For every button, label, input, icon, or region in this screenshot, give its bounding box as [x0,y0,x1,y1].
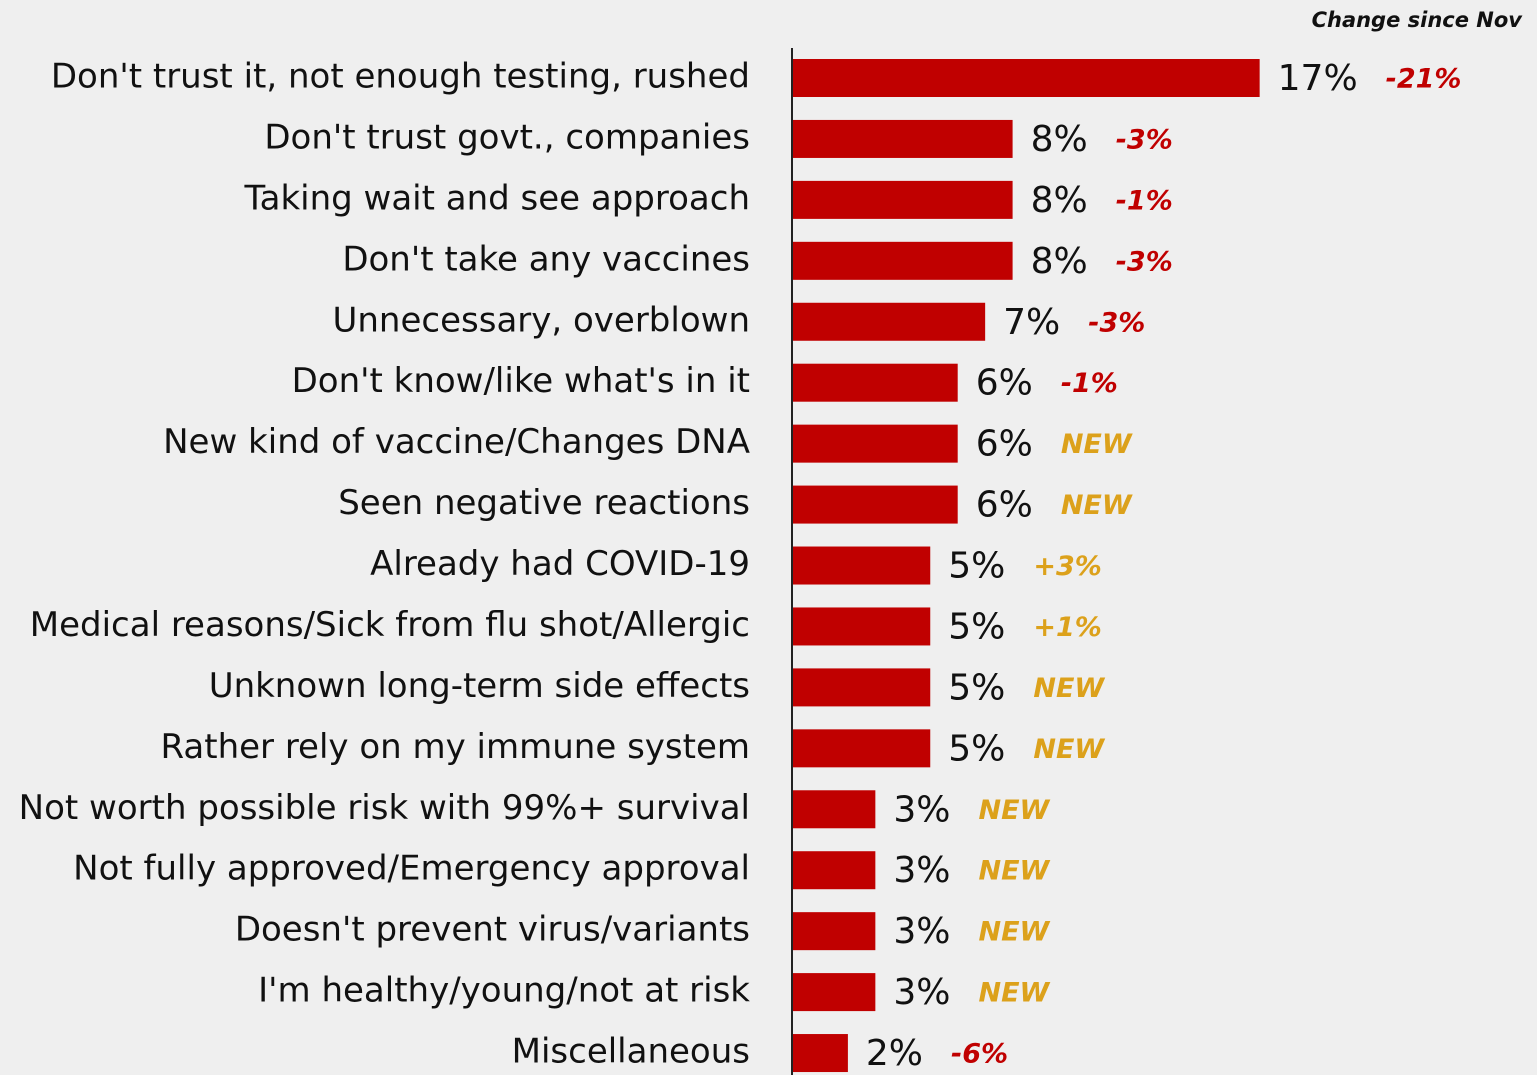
category-label: Don't take any vaccines [342,239,750,279]
category-label: Medical reasons/Sick from flu shot/Aller… [30,605,750,645]
change-label: NEW [1061,429,1133,460]
category-label: I'm healthy/young/not at risk [258,971,750,1011]
category-label: Already had COVID-19 [370,544,750,584]
bar [793,912,876,951]
value-label: 3% [893,911,950,952]
category-label: New kind of vaccine/Changes DNA [163,422,750,462]
change-label: NEW [978,978,1050,1009]
value-label: 17% [1278,58,1358,99]
bar [793,668,931,707]
category-label: Rather rely on my immune system [161,727,750,767]
bar [793,729,931,768]
change-label: NEW [1033,673,1105,704]
category-label: Taking wait and see approach [243,178,750,218]
value-label: 3% [893,972,950,1013]
change-label: -3% [1088,307,1145,338]
bar [793,607,931,646]
change-header: Change since Nov [1312,8,1524,32]
category-label: Don't trust govt., companies [264,117,750,157]
change-label: -3% [1116,124,1173,155]
value-label: 8% [1031,241,1088,282]
bar [793,363,958,402]
change-label: NEW [978,795,1050,826]
bar [793,851,876,890]
change-label: NEW [1033,734,1105,765]
value-label: 2% [866,1033,923,1074]
category-label: Don't trust it, not enough testing, rush… [51,57,750,97]
bar [793,973,876,1012]
value-label: 8% [1031,119,1088,160]
value-label: 5% [948,606,1005,647]
category-label: Doesn't prevent virus/variants [235,910,750,950]
value-label: 8% [1031,180,1088,221]
category-label: Unnecessary, overblown [333,300,751,340]
value-label: 3% [893,789,950,830]
bar [793,1034,848,1073]
value-label: 5% [948,546,1005,587]
category-label: Miscellaneous [512,1032,750,1072]
bar [793,241,1013,280]
change-label: NEW [1061,490,1133,521]
category-label: Not fully approved/Emergency approval [73,849,750,889]
bar [793,302,986,341]
change-label: +1% [1033,612,1101,643]
category-label: Don't know/like what's in it [292,361,750,401]
category-label: Seen negative reactions [338,483,750,523]
value-label: 5% [948,667,1005,708]
value-label: 6% [976,424,1033,465]
category-label: Not worth possible risk with 99%+ surviv… [19,788,750,828]
change-label: NEW [978,917,1050,948]
value-label: 7% [1003,302,1060,343]
bar [793,119,1013,158]
value-label: 6% [976,363,1033,404]
value-label: 3% [893,850,950,891]
bar [793,180,1013,219]
change-label: -21% [1386,64,1462,95]
change-label: +3% [1033,551,1101,582]
change-label: -6% [951,1039,1008,1070]
bar [793,424,958,463]
bar [793,485,958,524]
bar [793,59,1260,97]
change-label: NEW [978,856,1050,887]
value-label: 6% [976,485,1033,526]
bar [793,790,876,829]
category-label: Unknown long-term side effects [209,666,750,706]
change-label: -1% [1061,368,1118,399]
change-label: -3% [1116,246,1173,277]
value-label: 5% [948,728,1005,769]
change-label: -1% [1116,185,1173,216]
bar [793,546,931,585]
